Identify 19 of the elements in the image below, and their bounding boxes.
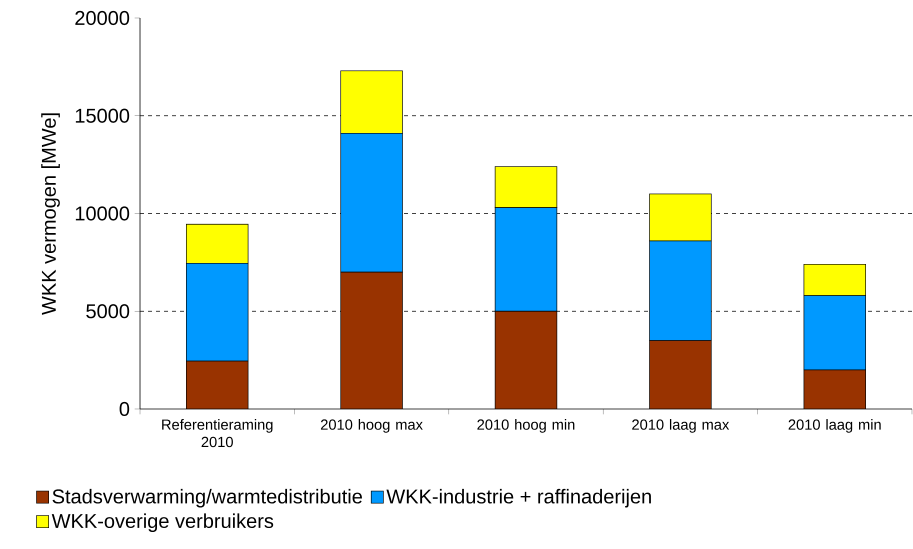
x-tick-label: 2010 hoog min [477,419,574,433]
bar [340,272,402,409]
bar [186,361,248,409]
legend-label: WKK-overige verbruikers [52,513,274,532]
x-tick-label: Referentieraming 2010 [162,419,272,448]
y-tick-label: 15000 [76,108,130,123]
bar [650,340,712,409]
y-tick-label: 20000 [75,10,130,26]
x-tick-label: 2010 laag min [788,419,881,433]
bar [804,370,866,409]
legend-label: WKK-industrie + raffinaderijen [386,488,651,508]
y-axis-title: WKK vermogen [MWe] [41,113,60,315]
y-tick-label: 0 [120,402,130,416]
legend-label: Stadsverwarming/warmtedistributie [52,488,362,508]
x-tick-label: 2010 laag max [632,419,730,433]
bar [495,311,557,409]
y-tick-label: 10000 [76,206,130,221]
y-tick-label: 5000 [86,304,130,318]
x-tick-label: 2010 hoog max [320,419,423,433]
